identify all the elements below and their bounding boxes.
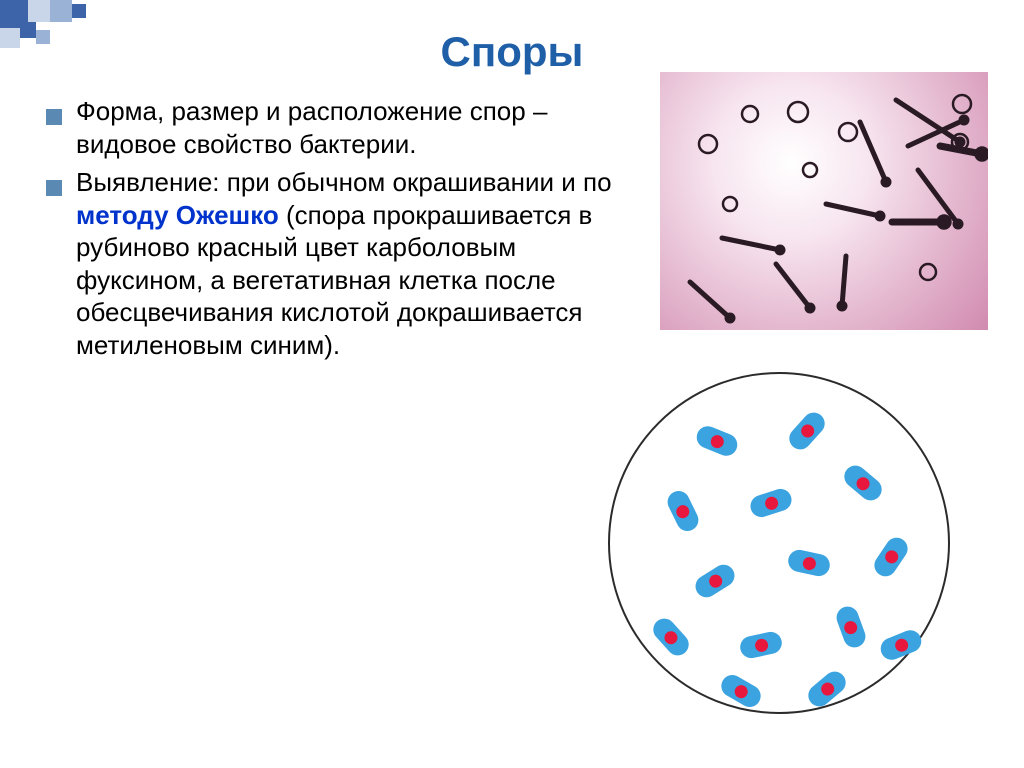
bacterium bbox=[877, 627, 924, 663]
diagram-circle bbox=[608, 372, 950, 714]
spore-dot bbox=[732, 682, 750, 700]
microscopy-photo bbox=[660, 72, 988, 330]
bacterium bbox=[840, 461, 886, 505]
spore-dot bbox=[763, 495, 779, 511]
bacterium bbox=[693, 423, 740, 459]
bacterium bbox=[804, 667, 850, 711]
bacterium bbox=[691, 561, 738, 602]
bacterium bbox=[786, 548, 832, 578]
spore-dot bbox=[674, 502, 691, 519]
slide-title: Споры bbox=[0, 28, 1024, 76]
bullet-list: Форма, размер и расположение спор – видо… bbox=[40, 95, 630, 361]
bacterium bbox=[738, 630, 784, 660]
spore-dot bbox=[753, 637, 768, 652]
bacterium bbox=[717, 671, 764, 711]
bacterium bbox=[649, 614, 693, 660]
spore-dot bbox=[818, 680, 836, 698]
bacterium bbox=[833, 604, 868, 651]
bullet-segment: Форма, размер и расположение спор – видо… bbox=[76, 96, 547, 159]
spore-dot bbox=[893, 637, 910, 654]
bullet-segment: методу Ожешко bbox=[76, 200, 279, 230]
deco-square bbox=[72, 4, 86, 18]
bacterium bbox=[664, 487, 702, 534]
bacterium bbox=[785, 408, 829, 454]
spore-dot bbox=[798, 422, 816, 440]
spore-dot bbox=[843, 619, 860, 636]
spore-dot bbox=[854, 474, 872, 492]
deco-square bbox=[28, 0, 50, 22]
deco-square bbox=[50, 0, 72, 22]
bacterium bbox=[748, 486, 795, 520]
microscopy-shapes bbox=[660, 72, 988, 330]
bacterium bbox=[870, 533, 912, 580]
spore-dot bbox=[709, 433, 726, 450]
bullet-segment: Выявление: при обычном окрашивании и по bbox=[76, 167, 612, 197]
staining-diagram bbox=[608, 372, 950, 714]
spore-dot bbox=[801, 555, 816, 570]
content-area: Форма, размер и расположение спор – видо… bbox=[40, 95, 630, 367]
spore-dot bbox=[706, 572, 724, 590]
spore-dot bbox=[882, 548, 900, 566]
bullet-item: Выявление: при обычном окрашивании и по … bbox=[40, 166, 630, 361]
bullet-item: Форма, размер и расположение спор – видо… bbox=[40, 95, 630, 160]
spore-dot bbox=[662, 628, 680, 646]
